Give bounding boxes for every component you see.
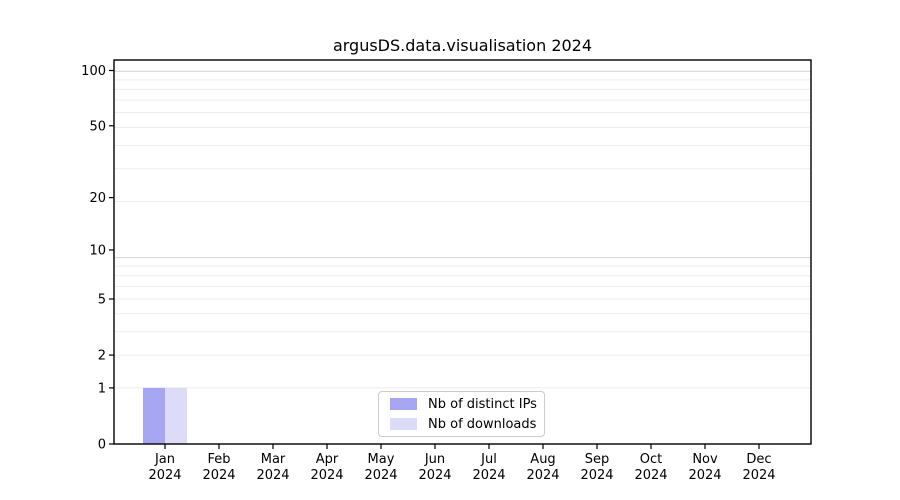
x-tick-label-year: 2024 — [418, 468, 451, 483]
legend: Nb of distinct IPs Nb of downloads — [378, 391, 545, 437]
x-tick-label-year: 2024 — [310, 468, 343, 483]
y-tick-label: 1 — [98, 381, 106, 396]
y-tick-label: 100 — [81, 64, 106, 79]
x-tick-label-year: 2024 — [580, 468, 613, 483]
x-tick-label-month: Aug — [530, 452, 555, 467]
x-tick-label-month: May — [368, 452, 395, 467]
x-tick-label-month: Jun — [424, 452, 445, 467]
x-tick-label-year: 2024 — [364, 468, 397, 483]
x-tick-label-year: 2024 — [256, 468, 289, 483]
x-tick-label-month: Oct — [640, 452, 662, 467]
x-tick-label-month: Jan — [154, 452, 175, 467]
legend-row-downloads: Nb of downloads — [385, 415, 538, 434]
y-tick-label: 10 — [89, 243, 106, 258]
legend-label-downloads: Nb of downloads — [428, 416, 537, 432]
y-tick-label: 50 — [89, 119, 106, 134]
x-tick-label-year: 2024 — [688, 468, 721, 483]
x-tick-label-year: 2024 — [148, 468, 181, 483]
x-tick-label-month: Apr — [316, 452, 339, 467]
x-tick-label-year: 2024 — [526, 468, 559, 483]
y-tick-label: 0 — [98, 438, 106, 453]
x-tick-label-month: Nov — [692, 452, 718, 467]
y-tick-label: 20 — [89, 191, 106, 206]
legend-swatch-downloads-icon — [390, 418, 417, 430]
plot-border — [113, 59, 812, 445]
bar-nb-of-distinct-ips-jan — [143, 387, 165, 444]
x-tick-label-year: 2024 — [202, 468, 235, 483]
x-tick-label-month: Mar — [261, 452, 286, 467]
legend-row-distinct-ips: Nb of distinct IPs — [385, 395, 538, 414]
legend-swatch-distinct-ips-icon — [390, 398, 417, 410]
x-tick-label-year: 2024 — [634, 468, 667, 483]
x-tick-label-month: Dec — [746, 452, 771, 467]
bar-nb-of-downloads-jan — [165, 387, 187, 444]
legend-label-distinct-ips: Nb of distinct IPs — [428, 396, 537, 412]
x-tick-label-year: 2024 — [472, 468, 505, 483]
chart-title: argusDS.data.visualisation 2024 — [332, 36, 593, 55]
x-tick-label-year: 2024 — [742, 468, 775, 483]
y-tick-label: 2 — [98, 349, 106, 364]
x-tick-label-month: Jul — [480, 452, 497, 467]
x-tick-label-month: Feb — [207, 452, 230, 467]
y-tick-label: 5 — [98, 292, 106, 307]
x-tick-label-month: Sep — [585, 452, 610, 467]
